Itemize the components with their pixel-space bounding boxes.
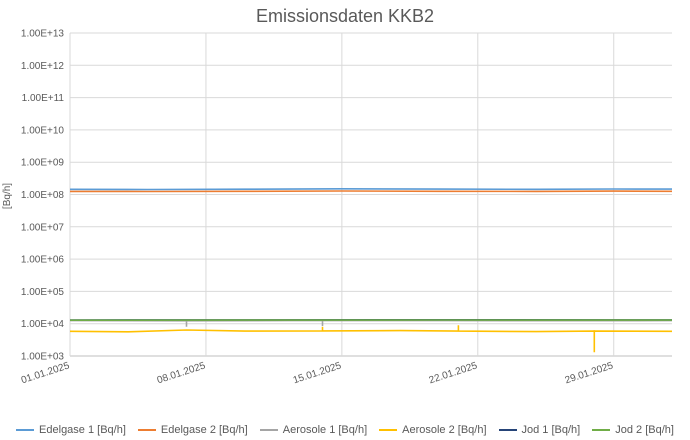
y-axis-label: [Bq/h] xyxy=(2,183,13,209)
legend-label: Edelgase 2 [Bq/h] xyxy=(160,424,248,436)
legend-swatch xyxy=(16,429,35,431)
legend-label: Jod 2 [Bq/h] xyxy=(615,424,674,436)
y-tick-label: 1.00E+09 xyxy=(21,158,65,169)
x-tick-label: 29.01.2025 xyxy=(564,360,615,386)
y-tick-labels: 1.00E+13 1.00E+12 1.00E+11 1.00E+10 1.00E+09… xyxy=(21,29,65,363)
y-tick-label: 1.00E+05 xyxy=(21,287,65,298)
y-tick-label: 1.00E+04 xyxy=(21,319,65,330)
y-tick-label: 1.00E+13 xyxy=(21,29,65,40)
legend-item-4: Aerosole 2 [Bq/h] xyxy=(379,424,487,436)
x-tick-label: 08.01.2025 xyxy=(156,360,207,386)
legend-swatch xyxy=(592,429,611,431)
series-line-1 xyxy=(69,187,673,191)
legend-item-2: Edelgase 2 [Bq/h] xyxy=(137,424,248,436)
legend-swatch xyxy=(137,429,156,431)
y-tick-label: 1.00E+11 xyxy=(22,93,65,104)
legend-swatch xyxy=(259,429,278,431)
legend-label: Aerosole 2 [Bq/h] xyxy=(402,424,487,436)
legend-swatch xyxy=(379,429,398,431)
legend-label: Jod 1 [Bq/h] xyxy=(521,424,581,436)
series-lines xyxy=(69,187,673,353)
y-tick-label: 1.00E+03 xyxy=(21,352,65,363)
legend-item-5: Jod 1 [Bq/h] xyxy=(498,424,581,436)
y-tick-label: 1.00E+12 xyxy=(21,61,65,72)
y-tick-label: 1.00E+08 xyxy=(21,190,65,201)
legend-item-1: Edelgase 1 [Bq/h] xyxy=(16,424,126,436)
legend: Edelgase 1 [Bq/h] Edelgase 2 [Bq/h] Aeroso… xyxy=(0,424,690,436)
chart-title: Emissionsdaten KKB2 xyxy=(255,6,435,26)
grid xyxy=(69,32,672,357)
legend-label: Aerosole 1 [Bq/h] xyxy=(282,424,368,436)
legend-label: Edelgase 1 [Bq/h] xyxy=(39,424,126,436)
y-tick-label: 1.00E+10 xyxy=(21,125,65,136)
x-tick-labels: 01.01.2025 08.01.2025 15.01.2025 22.01.2025… xyxy=(20,360,615,386)
legend-item-3: Aerosole 1 [Bq/h] xyxy=(259,424,368,436)
series-line-4 xyxy=(69,325,673,353)
x-tick-label: 01.01.2025 xyxy=(20,360,71,386)
y-tick-label: 1.00E+06 xyxy=(21,255,65,266)
legend-item-6: Jod 2 [Bq/h] xyxy=(592,424,674,436)
x-tick-label: 15.01.2025 xyxy=(292,360,343,386)
series-line-2 xyxy=(69,190,673,193)
y-tick-label: 1.00E+07 xyxy=(21,222,65,233)
x-tick-label: 22.01.2025 xyxy=(428,360,479,386)
legend-swatch xyxy=(498,429,517,431)
